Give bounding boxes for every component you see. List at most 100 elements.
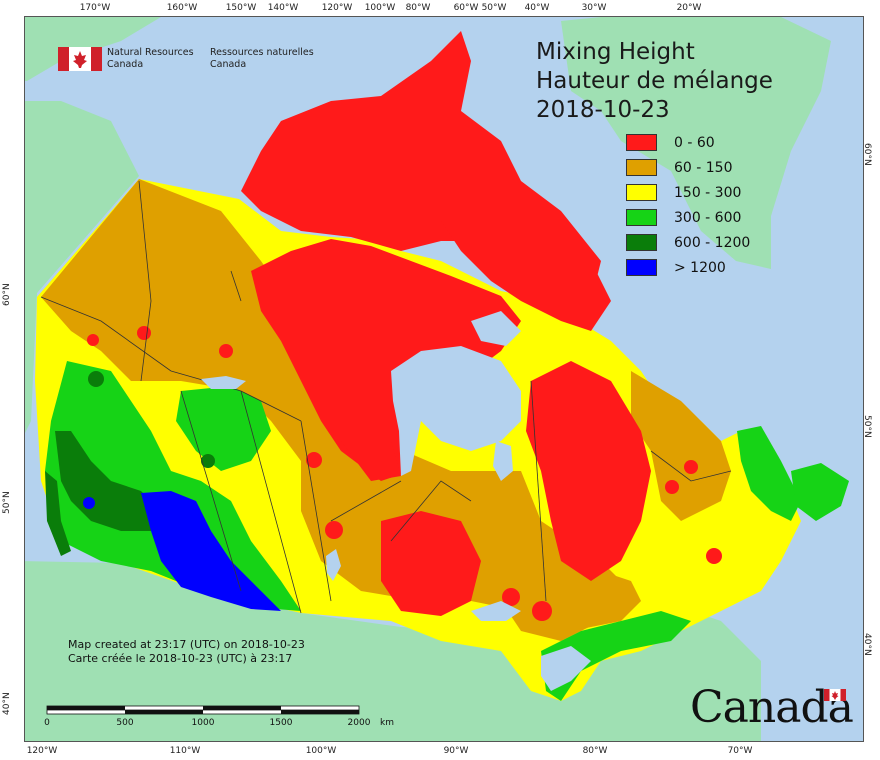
- zone-300-600-west: [45, 361, 301, 611]
- legend-item-150-300: 150 - 300: [626, 183, 786, 203]
- agency-en-line2: Canada: [107, 59, 144, 70]
- title-english: Mixing Height: [536, 39, 695, 65]
- zone-300-600-alberta: [176, 386, 271, 471]
- legend-swatch: [626, 134, 657, 151]
- legend-label: > 1200: [674, 260, 726, 276]
- zone-300-600-maritimes: [737, 426, 801, 521]
- creation-note-english: Map created at 23:17 (UTC) on 2018-10-23: [68, 638, 305, 651]
- legend-label: 60 - 150: [674, 160, 733, 176]
- top-tick-20w: 20°W: [676, 3, 702, 13]
- legend-item-300-600: 300 - 600: [626, 208, 786, 228]
- title-french: Hauteur de mélange: [536, 68, 773, 94]
- legend-item-60-150: 60 - 150: [626, 158, 786, 178]
- zone-0-60-baffin: [441, 181, 611, 331]
- zone-0-60-quebec: [526, 361, 651, 581]
- spot-blue-1: [83, 497, 95, 509]
- wordmark-flag-icon: [824, 689, 846, 701]
- hudson-bay: [391, 346, 521, 476]
- legend-swatch: [626, 234, 657, 251]
- spot-red-2: [137, 326, 151, 340]
- scale-label-0: 0: [44, 718, 50, 728]
- legend-swatch: [626, 184, 657, 201]
- zone-above-1200: [141, 491, 281, 611]
- legend-swatch: [626, 259, 657, 276]
- foxe-basin: [471, 311, 521, 346]
- spot-red-10: [706, 548, 722, 564]
- bottom-tick-80w: 80°W: [582, 746, 608, 756]
- spot-red-1: [87, 334, 99, 346]
- left-tick-50n: 50°N: [2, 491, 12, 514]
- spot-red-4: [306, 452, 322, 468]
- spot-red-3: [219, 344, 233, 358]
- left-tick-40n: 40°N: [2, 692, 12, 715]
- great-slave-lake: [201, 376, 246, 389]
- zone-60-150-south: [501, 561, 641, 641]
- map-canvas: [25, 17, 863, 741]
- provincial-boundaries: [40, 180, 732, 614]
- zone-0-60-hudson-west: [331, 361, 401, 481]
- left-tick-60n: 60°N: [2, 283, 12, 306]
- zone-600-1200-coast: [45, 471, 71, 556]
- top-tick-40w: 40°W: [524, 3, 550, 13]
- legend-item-600-1200: 600 - 1200: [626, 233, 786, 253]
- scale-label-1000: 1000: [191, 718, 215, 728]
- spot-red-7: [532, 601, 552, 621]
- top-tick-50w: 50°W: [481, 3, 507, 13]
- bottom-tick-110w: 110°W: [169, 746, 201, 756]
- scale-bar-graphic: [46, 705, 360, 715]
- zone-0-60-ontario: [381, 511, 481, 616]
- greenland-land: [561, 17, 831, 269]
- alaska-land: [25, 101, 139, 433]
- creation-note-french: Carte créée le 2018-10-23 (UTC) à 23:17: [68, 652, 293, 665]
- agency-signature: Natural Resources Canada Ressources natu…: [58, 47, 314, 75]
- top-tick-160w: 160°W: [166, 3, 198, 13]
- bottom-tick-120w: 120°W: [26, 746, 58, 756]
- canada-flag-icon: [58, 47, 102, 71]
- scale-label-2000: 2000: [347, 718, 371, 728]
- top-tick-30w: 30°W: [581, 3, 607, 13]
- agency-fr-line1: Ressources naturelles: [210, 47, 314, 58]
- legend-label: 600 - 1200: [674, 235, 751, 251]
- scale-label-1500: 1500: [269, 718, 293, 728]
- top-tick-80w: 80°W: [405, 3, 431, 13]
- bottom-tick-100w: 100°W: [305, 746, 337, 756]
- zone-300-600-newfoundland: [791, 463, 849, 521]
- zone-600-1200: [55, 431, 161, 531]
- spot-dark-green-1: [88, 371, 104, 387]
- top-tick-60w: 60°W: [453, 3, 479, 13]
- spot-red-6: [502, 588, 520, 606]
- zone-0-60-north: [251, 239, 521, 481]
- spot-red-8: [684, 460, 698, 474]
- spot-dark-green-2: [201, 454, 215, 468]
- lake-winnipeg: [326, 549, 341, 581]
- mixing-height-map: Natural Resources Canada Ressources natu…: [24, 16, 864, 742]
- usa-land: [25, 561, 761, 741]
- top-tick-100w: 100°W: [364, 3, 396, 13]
- scale-bar: 0 500 1000 1500 2000 km: [44, 703, 394, 733]
- spot-red-9: [665, 480, 679, 494]
- top-tick-150w: 150°W: [225, 3, 257, 13]
- agency-name-french: Ressources naturelles Canada: [210, 47, 314, 71]
- zone-60-150-east: [631, 371, 731, 521]
- scale-unit: km: [380, 718, 394, 728]
- spot-red-5: [325, 521, 343, 539]
- top-tick-170w: 170°W: [79, 3, 111, 13]
- legend-label: 150 - 300: [674, 185, 742, 201]
- agency-name-english: Natural Resources Canada: [107, 47, 194, 71]
- legend-label: 300 - 600: [674, 210, 742, 226]
- canada-wordmark: Canada: [690, 682, 854, 733]
- agency-fr-line2: Canada: [210, 59, 247, 70]
- zone-300-600-ontario-south: [541, 611, 691, 701]
- title-date: 2018-10-23: [536, 97, 670, 123]
- great-lakes: [541, 646, 591, 691]
- legend-swatch: [626, 159, 657, 176]
- legend-item-above-1200: > 1200: [626, 258, 786, 278]
- legend-label: 0 - 60: [674, 135, 715, 151]
- bottom-tick-70w: 70°W: [727, 746, 753, 756]
- james-bay: [493, 441, 513, 481]
- legend-item-0-60: 0 - 60: [626, 133, 786, 153]
- legend-swatch: [626, 209, 657, 226]
- creation-note: Map created at 23:17 (UTC) on 2018-10-23…: [68, 638, 305, 666]
- bottom-tick-90w: 90°W: [443, 746, 469, 756]
